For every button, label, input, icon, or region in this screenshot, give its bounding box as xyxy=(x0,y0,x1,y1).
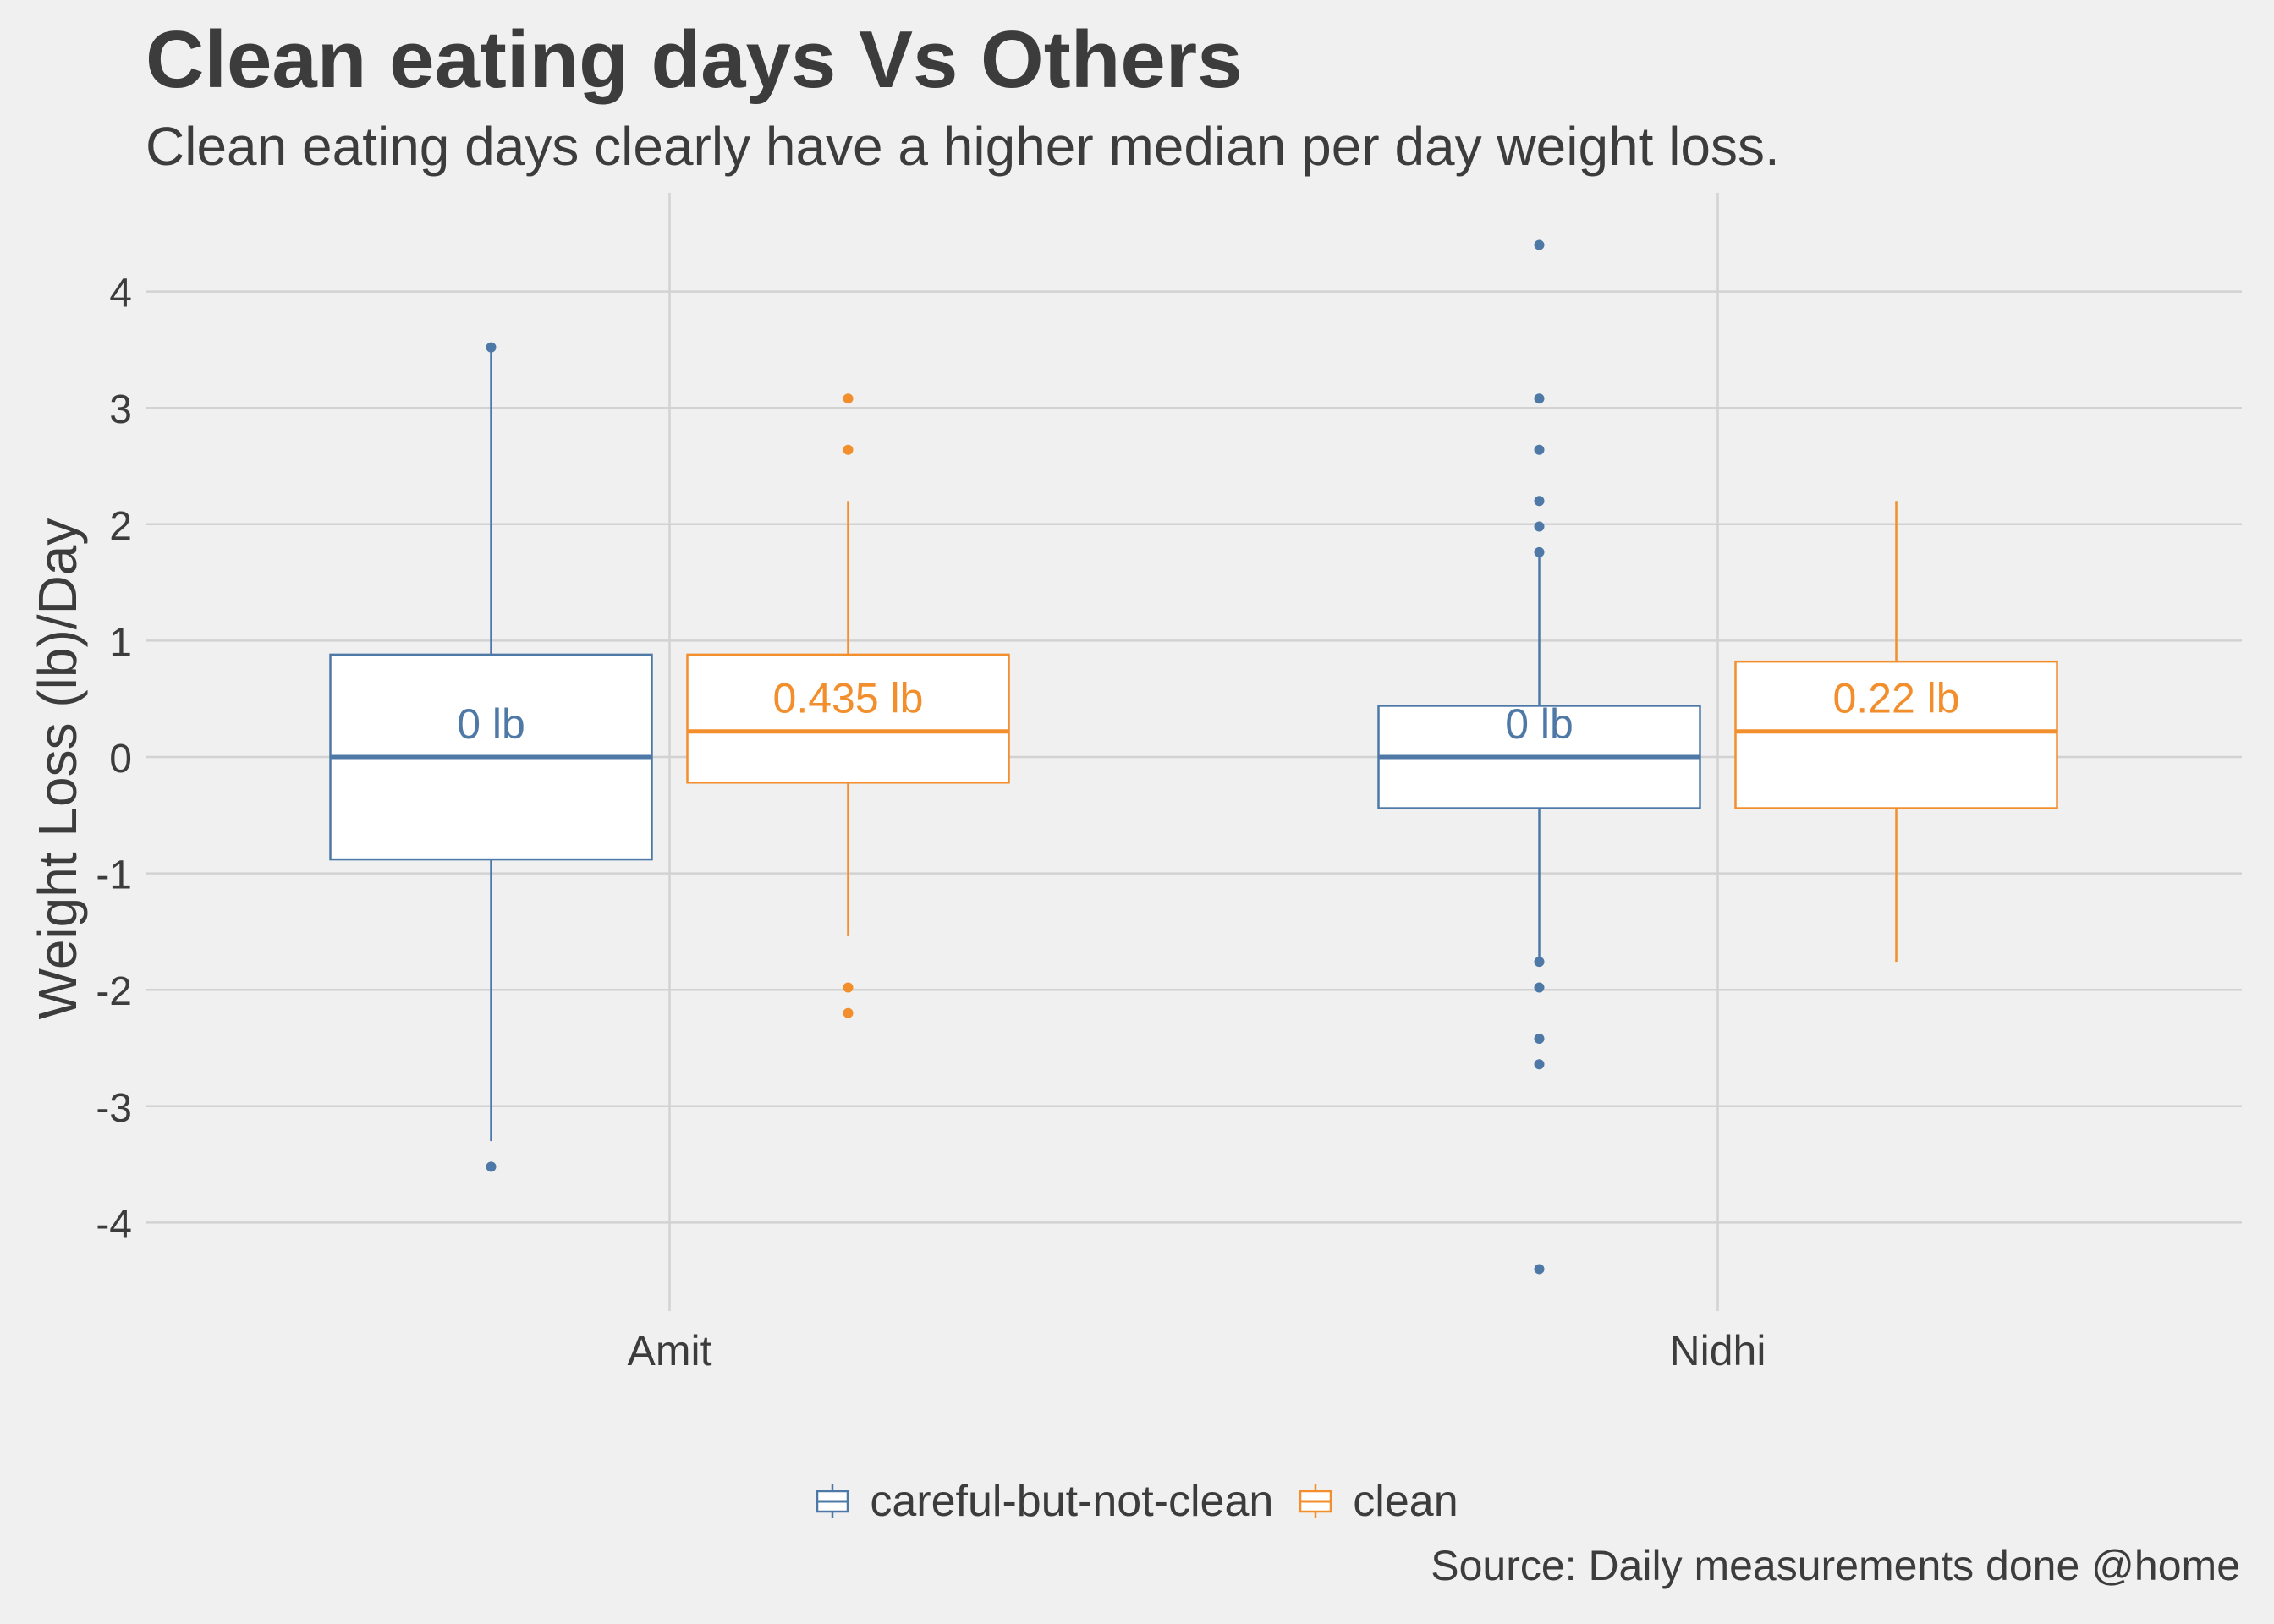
legend-item-clean: clean xyxy=(1299,1476,1458,1527)
legend-key-careful xyxy=(816,1484,849,1518)
median-label: 0.435 lb xyxy=(773,675,924,722)
median-label: 0 lb xyxy=(457,700,525,748)
box-series xyxy=(329,239,2058,1275)
median-label: 0.22 lb xyxy=(1832,675,1959,722)
outlier-point xyxy=(1534,496,1545,507)
legend-label-clean: clean xyxy=(1353,1477,1458,1526)
outlier-point xyxy=(1534,521,1545,532)
y-axis-title: Weight Loss (lb)/Day xyxy=(27,518,88,1020)
y-tick-label: 1 xyxy=(109,620,132,665)
median-labels: 0 lb 0 lb 0.435 lb 0.22 lb xyxy=(457,675,1959,748)
y-tick-label: 0 xyxy=(109,737,132,782)
legend-key-clean xyxy=(1299,1484,1332,1518)
y-tick-label: -3 xyxy=(96,1086,132,1131)
outlier-point xyxy=(1534,546,1545,557)
outlier-point xyxy=(1534,444,1545,455)
x-tick-label: Nidhi xyxy=(1670,1327,1766,1374)
legend-item-careful: careful-but-not-clean xyxy=(816,1476,1273,1527)
chart-subtitle: Clean eating days clearly have a higher … xyxy=(146,116,1780,177)
outlier-point xyxy=(1534,1264,1545,1275)
outlier-point xyxy=(843,393,854,404)
y-tick-label: -2 xyxy=(96,969,132,1014)
chart-title: Clean eating days Vs Others xyxy=(146,14,1243,105)
outlier-point xyxy=(486,1161,497,1172)
outlier-point xyxy=(843,1007,854,1018)
box-iqr xyxy=(686,653,1010,784)
boxplot-clean-Amit xyxy=(686,393,1010,1018)
legend-label-careful: careful-but-not-clean xyxy=(870,1477,1274,1526)
box-iqr xyxy=(1734,660,2058,809)
outlier-point xyxy=(1534,1059,1545,1070)
y-tick-label: 2 xyxy=(109,504,132,549)
legend: careful-but-not-clean clean xyxy=(0,1473,2274,1529)
y-tick-label: -4 xyxy=(96,1202,132,1247)
outlier-point xyxy=(1534,982,1545,993)
axes: 4 3 2 1 0 -1 -2 -3 -4 Amit Nidhi Weight Loss (lb)/D… xyxy=(27,272,1766,1374)
outlier-point xyxy=(1534,1033,1545,1044)
outlier-point xyxy=(1534,957,1545,968)
outlier-point xyxy=(843,444,854,455)
outlier-point xyxy=(486,342,497,353)
source-caption: Source: Daily measurements done @home xyxy=(1431,1542,2240,1589)
y-tick-label: -1 xyxy=(96,853,132,898)
boxplot-careful-but-not-clean-Nidhi xyxy=(1377,239,1701,1275)
y-tick-label: 4 xyxy=(109,272,132,316)
outlier-point xyxy=(1534,393,1545,404)
outlier-point xyxy=(843,982,854,993)
boxplot-careful-but-not-clean-Amit xyxy=(329,342,653,1172)
boxplot-clean-Nidhi xyxy=(1734,501,2058,963)
median-label: 0 lb xyxy=(1505,700,1574,748)
y-tick-label: 3 xyxy=(109,387,132,432)
x-tick-label: Amit xyxy=(628,1327,712,1374)
outlier-point xyxy=(1534,239,1545,250)
